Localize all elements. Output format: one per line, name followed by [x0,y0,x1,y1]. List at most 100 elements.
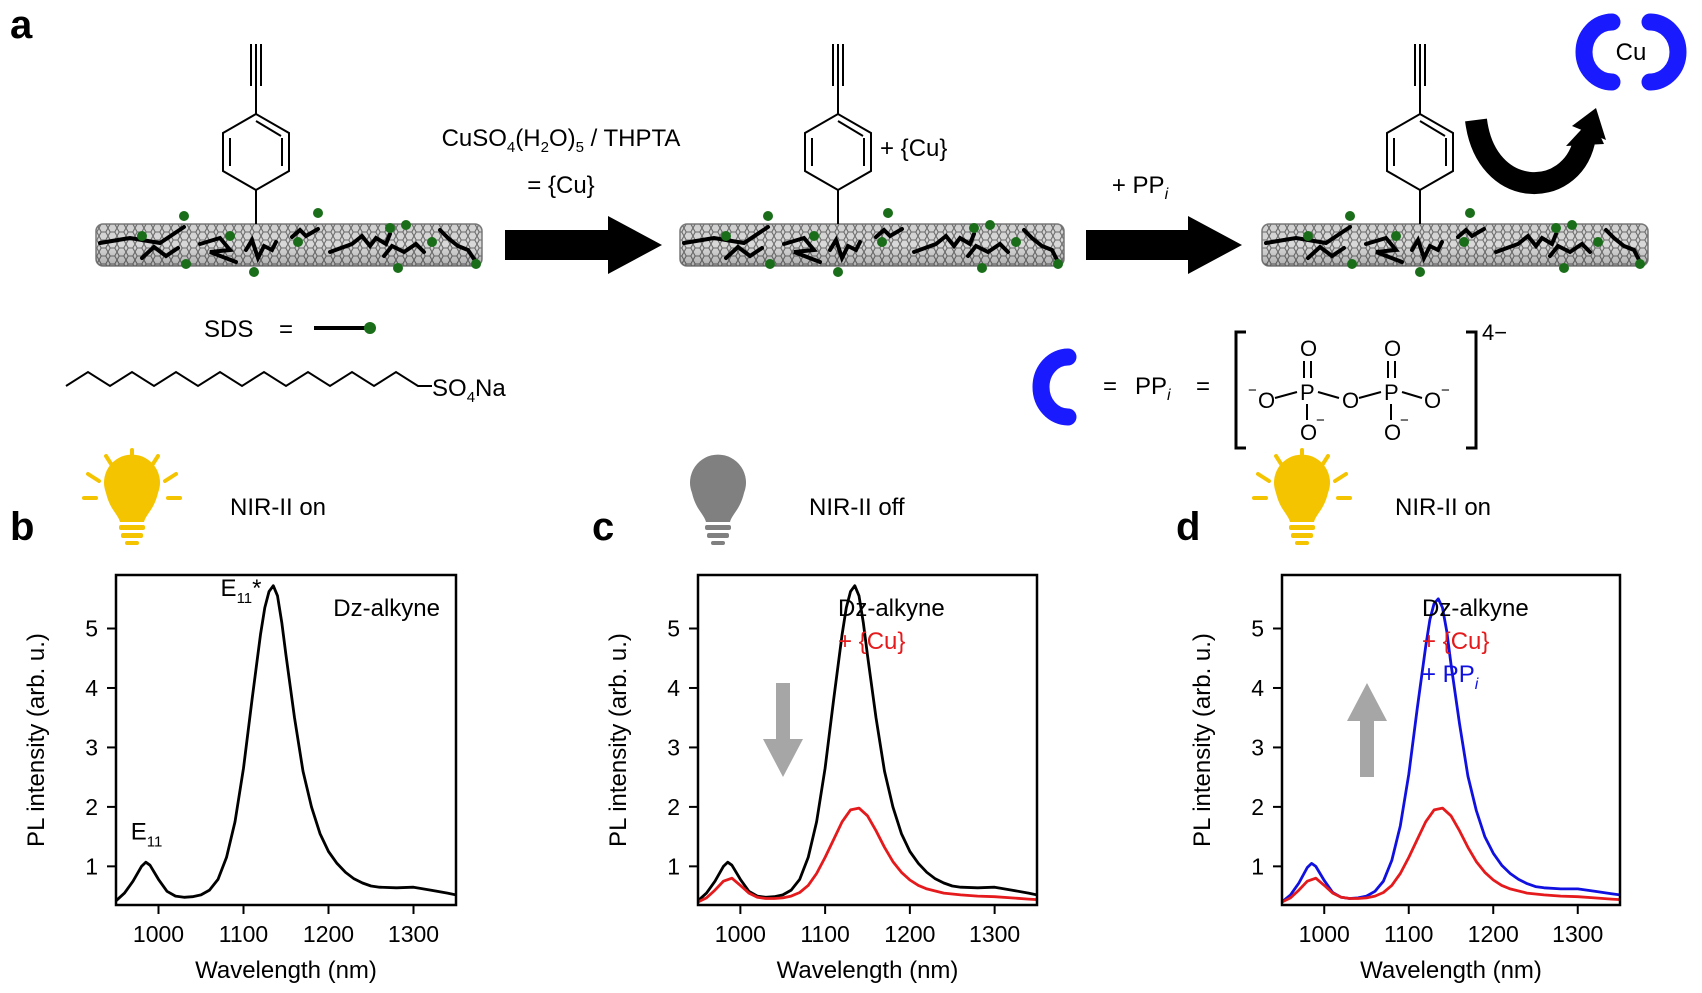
e11-annotation: E11 [131,819,163,851]
x-tick-label: 1000 [715,921,766,947]
status-label: NIR-II on [1395,494,1491,521]
reaction-arrow-2 [1086,216,1242,274]
y-tick-label: 4 [85,675,98,701]
svg-text:O: O [1300,420,1317,445]
e11-star-annotation: E11* [221,575,262,607]
y-tick-label: 5 [667,616,680,642]
svg-text:O: O [1424,388,1441,413]
y-tick-label: 3 [1251,734,1264,760]
release-arrow [1465,108,1606,195]
y-axis-label: PL intensity (arb. u.) [1189,633,1216,847]
y-tick-label: 2 [85,794,98,820]
plus-cu-label: + {Cu} [880,135,947,162]
legend-entry: Dz-alkyne [1422,595,1529,622]
ppi-icon [1032,348,1077,426]
legend-entry: + {Cu} [838,628,905,655]
y-tick-label: 2 [667,794,680,820]
svg-text:−: − [1441,382,1450,399]
panel-b: b NIR-II on 1000 1100 1200 1300 1 2 3 4 5 Wavelengt… [10,448,458,984]
y-axis-label: PL intensity (arb. u.) [23,633,50,847]
nanotube-1 [95,44,483,277]
aryl-alkyne-1 [222,44,290,224]
x-tick-label: 1300 [1552,921,1603,947]
y-tick-label: 1 [667,853,680,879]
svg-text:4−: 4− [1482,320,1507,345]
sds-chains [98,225,478,264]
cu-complex: Cu [1575,13,1687,91]
svg-text:=: = [1103,373,1117,400]
y-tick-label: 4 [1251,675,1264,701]
legend-entry: + PPi [1422,661,1479,693]
svg-text:O: O [1300,336,1317,361]
y-axis-label: PL intensity (arb. u.) [605,633,632,847]
x-tick-label: 1100 [219,921,268,947]
svg-text:O: O [1384,420,1401,445]
y-tick-label: 2 [1251,794,1264,820]
ppi-legend: = PPi = 4− − O P O P O − O O O − O − [1032,320,1507,450]
cu-badge-label: Cu [1616,39,1647,66]
x-axis-label: Wavelength (nm) [777,957,959,984]
series-group [1282,597,1620,904]
series-line-0 [116,584,456,902]
svg-text:−: − [1400,412,1409,429]
decrease-arrow [763,683,803,777]
series-line-1 [1282,806,1620,904]
sds-label: SDS [204,316,253,343]
plus-ppi-label: + PPi [1112,172,1169,203]
svg-text:P: P [1300,380,1315,405]
series-line-0 [698,584,1037,902]
svg-text:−: − [1248,382,1257,399]
panel-letter-d: d [1176,505,1200,549]
bulb-on-icon [1252,448,1352,545]
x-tick-label: 1200 [1468,921,1519,947]
svg-text:O: O [1384,336,1401,361]
sds-heads [137,208,481,277]
x-axis-label: Wavelength (nm) [1360,957,1542,984]
legend-entry: Dz-alkyne [838,595,945,622]
x-tick-label: 1100 [800,921,849,947]
svg-text:−: − [1316,412,1325,429]
panel-letter-a: a [10,3,33,47]
panel-letter-c: c [592,505,614,549]
y-tick-label: 3 [85,734,98,760]
y-tick-label: 3 [667,734,680,760]
svg-text:=: = [279,316,293,343]
y-tick-label: 5 [1251,616,1264,642]
svg-text:P: P [1384,380,1399,405]
increase-arrow [1347,683,1387,777]
status-label: NIR-II on [230,494,326,521]
series-group [116,584,456,902]
x-tick-label: 1300 [969,921,1020,947]
x-tick-label: 1200 [884,921,935,947]
legend-entry: + {Cu} [1422,628,1489,655]
plot-frame [1280,573,1622,907]
panel-letter-b: b [10,505,34,549]
bulb-on-icon [82,448,182,545]
x-tick-label: 1100 [1384,921,1433,947]
svg-text:PPi: PPi [1135,373,1171,404]
plot-frame [114,573,458,907]
svg-text:=: = [1196,373,1210,400]
series-line-1 [698,806,1037,904]
bulb-off-icon [690,454,747,545]
panel-d: d NIR-II on 1000 1100 1200 1300 1 2 3 4 5 Wavelengt… [1176,448,1622,984]
svg-text:O: O [1342,388,1359,413]
nanotube-2: + {Cu} [679,44,1065,277]
svg-text:O: O [1258,388,1275,413]
y-tick-label: 4 [667,675,680,701]
reaction-arrow-1 [505,216,662,274]
nanotube-3 [1261,44,1649,277]
x-axis-label: Wavelength (nm) [195,957,377,984]
y-tick-label: 5 [85,616,98,642]
reagent-label: CuSO4(H2O)5 / THPTA [442,125,681,156]
reagent-equals-cu: = {Cu} [527,172,594,199]
x-tick-label: 1000 [1299,921,1350,947]
so4na-label: SO4Na [432,375,506,406]
x-tick-label: 1000 [133,921,184,947]
x-tick-label: 1300 [388,921,439,947]
status-label: NIR-II off [809,494,905,521]
x-tick-label: 1200 [303,921,354,947]
y-tick-label: 1 [85,853,98,879]
legend-entry: Dz-alkyne [333,595,440,622]
